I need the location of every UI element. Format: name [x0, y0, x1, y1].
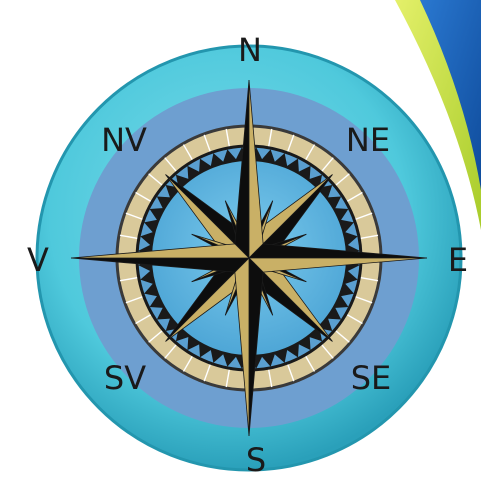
label-n: N — [238, 31, 262, 69]
band-tick — [125, 212, 144, 221]
band-tick — [335, 330, 350, 343]
band-tick — [335, 173, 350, 186]
band-tick — [267, 128, 273, 147]
band-tick — [119, 276, 138, 282]
star-point-cardinal — [70, 243, 250, 259]
band-tick — [225, 128, 231, 147]
label-s: S — [246, 441, 266, 479]
band-tick — [346, 313, 363, 325]
band-tick — [286, 363, 295, 382]
band-tick — [286, 134, 295, 153]
band-tick — [135, 313, 152, 325]
band-tick — [135, 191, 152, 203]
band-tick — [321, 157, 334, 172]
band-tick — [182, 355, 194, 372]
band-tick — [203, 134, 212, 153]
corner-swoosh — [395, 0, 481, 230]
band-tick — [346, 191, 363, 203]
band-tick — [267, 369, 273, 388]
label-nv: NV — [101, 121, 147, 159]
band-tick — [304, 355, 316, 372]
band-tick — [182, 144, 194, 161]
band-tick — [125, 295, 144, 304]
band-tick — [354, 295, 373, 304]
band-tick — [304, 144, 316, 161]
band-tick — [164, 157, 177, 172]
band-tick — [360, 234, 379, 240]
outer-ring-edge — [35, 44, 463, 472]
band-tick — [203, 363, 212, 382]
band-tick — [119, 234, 138, 240]
label-e: E — [448, 241, 468, 279]
compass-star — [70, 79, 428, 437]
band-tick — [148, 330, 163, 343]
band-tick — [148, 173, 163, 186]
label-v: V — [27, 241, 49, 279]
band-tick — [354, 212, 373, 221]
label-ne: NE — [346, 121, 390, 159]
band-ticks — [118, 127, 380, 389]
label-se: SE — [351, 359, 392, 397]
label-sv: SV — [104, 359, 146, 397]
band-tick — [360, 276, 379, 282]
band-tick — [164, 344, 177, 359]
band-tick — [321, 344, 334, 359]
band-tick — [225, 369, 231, 388]
